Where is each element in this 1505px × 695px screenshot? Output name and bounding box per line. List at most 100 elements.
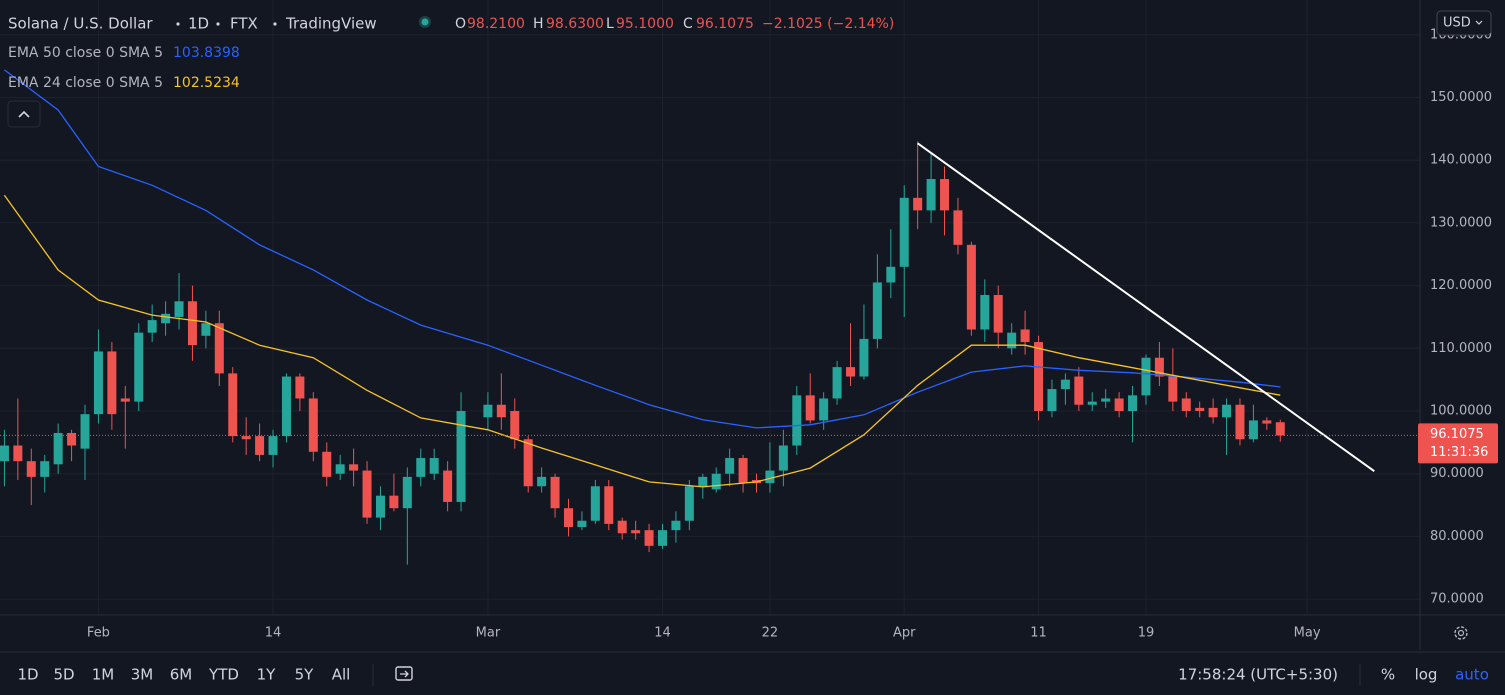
candle-body xyxy=(846,367,856,377)
x-tick-label: Mar xyxy=(476,626,501,641)
x-tick-label: 14 xyxy=(265,626,282,641)
settings-icon[interactable] xyxy=(1454,626,1468,640)
candle-body xyxy=(993,295,1003,333)
candle-body xyxy=(134,332,144,402)
candle-body xyxy=(161,313,171,324)
candle-body xyxy=(1248,420,1258,440)
ohlc-key: O xyxy=(455,16,466,32)
candle-body xyxy=(899,197,909,267)
range-button[interactable]: 1Y xyxy=(257,666,277,684)
ohlc-key: C xyxy=(683,16,693,32)
range-button[interactable]: 1D xyxy=(17,666,38,684)
candle-body xyxy=(819,398,829,421)
plot-area xyxy=(0,69,1420,565)
candle-body xyxy=(322,451,332,477)
candle-body xyxy=(13,445,23,462)
clock: 17:58:24 (UTC+5:30) xyxy=(1178,666,1338,684)
candle-body xyxy=(375,495,385,518)
candle-body xyxy=(980,295,990,330)
candle-body xyxy=(805,395,815,421)
range-button[interactable]: 3M xyxy=(131,666,154,684)
y-tick-label: 130.0000 xyxy=(1430,215,1492,230)
candle-body xyxy=(765,470,775,484)
ohlc-value: 96.1075 xyxy=(696,16,754,32)
legend-name: EMA 50 close 0 SMA 5 xyxy=(8,45,163,61)
candle-body xyxy=(107,351,117,415)
range-button[interactable]: YTD xyxy=(208,666,239,684)
x-tick-label: Apr xyxy=(893,626,916,641)
x-tick-label: 19 xyxy=(1138,626,1155,641)
candle-body xyxy=(711,473,721,490)
ema-line xyxy=(4,69,1281,429)
candle-body xyxy=(604,486,614,524)
currency-chevron xyxy=(1475,20,1483,25)
separator xyxy=(216,22,220,26)
candle-body xyxy=(1208,407,1218,418)
candle-body xyxy=(335,464,345,474)
scale-option[interactable]: log xyxy=(1415,666,1438,684)
y-tick-label: 140.0000 xyxy=(1430,153,1492,168)
range-button[interactable]: All xyxy=(332,666,351,684)
currency-button[interactable] xyxy=(1436,10,1492,36)
candle-body xyxy=(0,445,9,462)
candle-body xyxy=(1181,398,1191,412)
candle-body xyxy=(1034,342,1044,412)
candle-body xyxy=(832,367,842,399)
candle-body xyxy=(1235,404,1245,440)
x-tick-label: May xyxy=(1294,626,1321,641)
candle-body xyxy=(523,439,533,487)
candle-body xyxy=(1222,404,1232,418)
y-tick-label: 150.0000 xyxy=(1430,90,1492,105)
candle-body xyxy=(725,458,735,474)
compare-icon[interactable] xyxy=(395,666,413,681)
candle-body xyxy=(80,414,90,449)
candle-body xyxy=(1020,329,1030,343)
candle-body xyxy=(214,323,224,374)
candle-body xyxy=(698,476,708,487)
candle-body xyxy=(966,244,976,330)
legend: EMA 50 close 0 SMA 5 103.8398 EMA 24 close… xyxy=(8,45,240,91)
scale-option[interactable]: auto xyxy=(1455,666,1489,684)
candle-body xyxy=(281,376,291,437)
candle-body xyxy=(778,445,788,471)
range-button[interactable]: 6M xyxy=(170,666,193,684)
candle-body xyxy=(1141,357,1151,396)
x-tick-label: 14 xyxy=(654,626,671,641)
x-tick-label: Feb xyxy=(87,626,110,641)
y-tick-label: 80.0000 xyxy=(1430,529,1484,544)
candle-body xyxy=(510,411,520,440)
legend-value: 103.8398 xyxy=(173,45,240,61)
range-button[interactable]: 1M xyxy=(92,666,115,684)
candle-body xyxy=(631,530,641,534)
candle-body xyxy=(67,432,77,446)
candle-body xyxy=(671,520,681,531)
candle-body xyxy=(563,508,573,528)
candle-body xyxy=(657,530,667,546)
range-button[interactable]: 5D xyxy=(53,666,74,684)
candle-body xyxy=(389,495,399,509)
candle-body xyxy=(953,210,963,245)
candle-body xyxy=(40,461,50,477)
candle-body xyxy=(886,266,896,283)
candle-body xyxy=(1087,401,1097,405)
market-status-dot xyxy=(421,18,429,26)
source: TradingView xyxy=(285,15,377,33)
candle-body xyxy=(429,458,439,474)
ohlc-value: 95.1000 xyxy=(616,16,674,32)
candle-body xyxy=(872,282,882,339)
symbol: Solana / U.S. Dollar xyxy=(8,15,153,33)
candle-body xyxy=(644,530,654,546)
candle-body xyxy=(443,470,453,502)
range-button[interactable]: 5Y xyxy=(295,666,315,684)
bottom-toolbar: 1D 5D 1M 3M 6M YTD 1Y 5Y All 17:58:24 (UTC+5:30)%… xyxy=(17,666,1488,684)
x-tick-label: 22 xyxy=(762,626,779,641)
candle-body xyxy=(684,486,694,521)
interval: 1D xyxy=(188,15,209,33)
candle-body xyxy=(255,436,265,455)
candle-body xyxy=(268,436,278,455)
scale-option[interactable]: % xyxy=(1381,666,1395,684)
collapse-button[interactable] xyxy=(7,100,41,128)
candle-body xyxy=(1275,422,1285,436)
